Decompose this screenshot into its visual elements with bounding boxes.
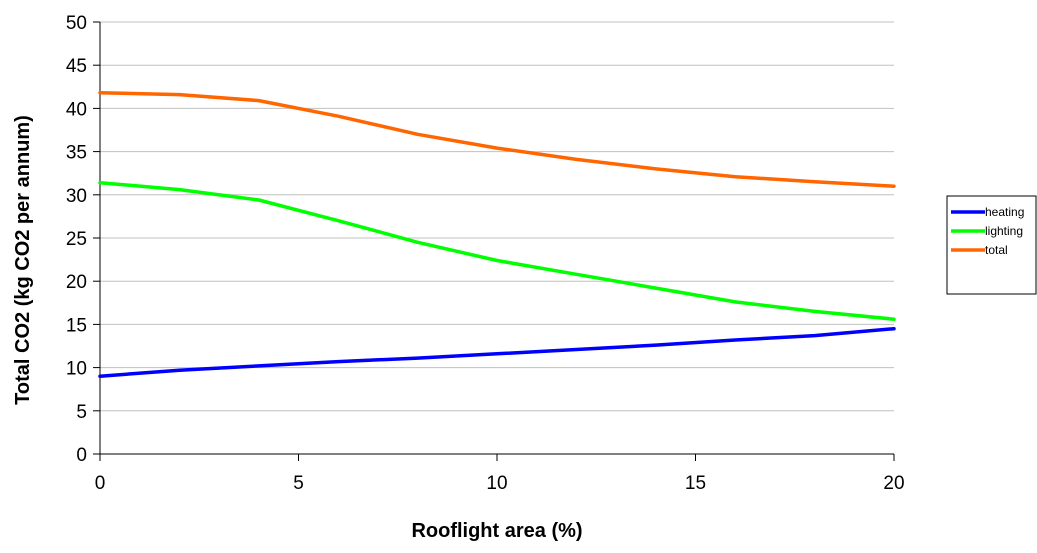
y-tick-label: 0 xyxy=(76,445,87,466)
y-axis-title: Total CO2 (kg CO2 per annum) xyxy=(12,115,34,405)
legend-label-heating: heating xyxy=(985,205,1024,219)
series-line-heating xyxy=(98,326,896,378)
x-tick-label: 20 xyxy=(883,473,904,494)
y-tick-label: 5 xyxy=(76,402,87,423)
y-tick-label: 40 xyxy=(66,99,87,120)
y-tick-label: 45 xyxy=(66,56,87,77)
y-axis-ticks: 0 5 10 15 20 25 30 35 40 45 50 xyxy=(66,13,100,466)
legend-label-lighting: lighting xyxy=(985,224,1023,238)
x-tick-label: 15 xyxy=(685,473,706,494)
x-tick-label: 10 xyxy=(486,473,507,494)
legend: heating lighting total xyxy=(946,195,1037,295)
x-axis-ticks: 0 5 10 15 20 xyxy=(95,454,905,494)
x-tick-label: 0 xyxy=(95,473,106,494)
series-line-lighting xyxy=(98,180,896,321)
y-tick-label: 25 xyxy=(66,229,87,250)
y-tick-label: 15 xyxy=(66,315,87,336)
y-tick-label: 20 xyxy=(66,272,87,293)
series-lines xyxy=(98,91,896,378)
y-tick-label: 30 xyxy=(66,186,87,207)
y-tick-label: 10 xyxy=(66,359,87,380)
y-tick-label: 50 xyxy=(66,13,87,34)
series-line-total xyxy=(98,91,896,188)
x-axis-title: Rooflight area (%) xyxy=(411,520,582,542)
x-tick-label: 5 xyxy=(293,473,304,494)
legend-label-total: total xyxy=(985,243,1008,257)
y-tick-label: 35 xyxy=(66,143,87,164)
